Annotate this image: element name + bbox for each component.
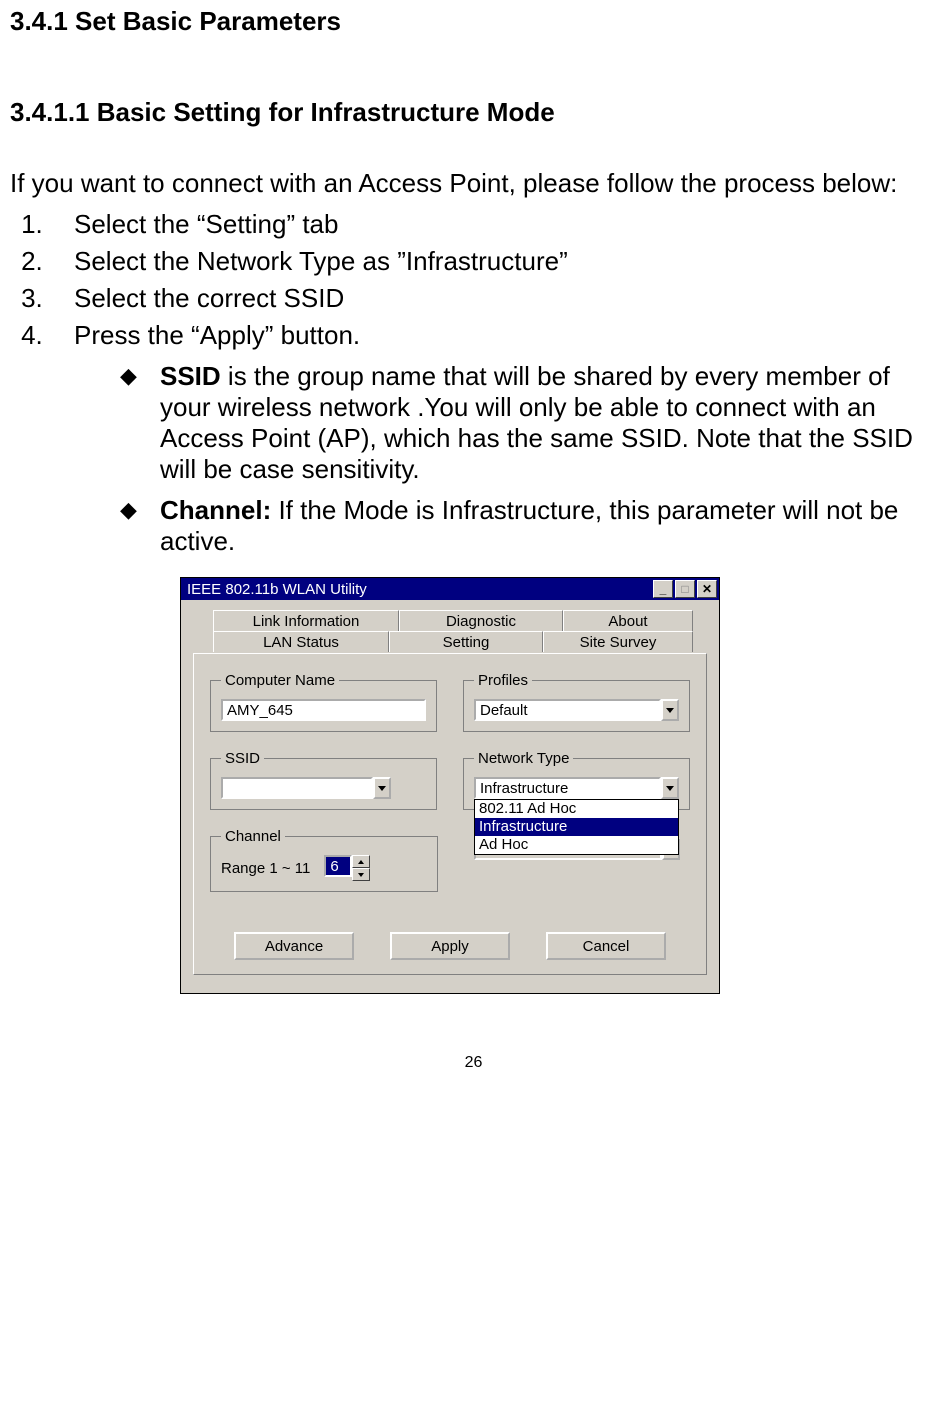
spinner-up-button[interactable] [352,855,370,868]
steps-list: Select the “Setting” tab Select the Netw… [50,209,937,351]
tab-diagnostic[interactable]: Diagnostic [399,610,563,631]
spinner-down-button[interactable] [352,868,370,881]
group-legend: Computer Name [221,672,339,689]
dropdown-option[interactable]: Infrastructure [475,818,678,836]
dropdown-button[interactable] [661,777,679,799]
tab-about[interactable]: About [563,610,693,631]
step-item: Select the correct SSID [50,283,937,314]
chevron-up-icon [358,860,364,864]
chevron-down-icon [378,786,386,791]
chevron-down-icon [666,708,674,713]
channel-spinner[interactable]: 6 [324,855,370,881]
group-legend: Profiles [474,672,532,689]
bullet-text: If the Mode is Infrastructure, this para… [160,495,898,556]
subsection-heading: 3.4.1.1 Basic Setting for Infrastructure… [10,97,937,128]
window-title: IEEE 802.11b WLAN Utility [183,581,651,598]
bullet-label: Channel: [160,495,271,525]
group-legend: Network Type [474,750,573,767]
chevron-down-icon [666,786,674,791]
wlan-utility-window: IEEE 802.11b WLAN Utility _ □ ✕ Link Inf… [180,577,720,994]
network-type-select[interactable]: Infrastructure [474,777,661,799]
close-button[interactable]: ✕ [697,580,717,598]
dropdown-button[interactable] [373,777,391,799]
dropdown-button[interactable] [661,699,679,721]
bullet-text: is the group name that will be shared by… [160,361,913,484]
channel-range-label: Range 1 ~ 11 [221,860,310,877]
bullet-label: SSID [160,361,221,391]
titlebar[interactable]: IEEE 802.11b WLAN Utility _ □ ✕ [181,578,719,600]
bullet-channel: Channel: If the Mode is Infrastructure, … [120,495,937,557]
tab-setting[interactable]: Setting [389,631,543,652]
minimize-button[interactable]: _ [653,580,673,598]
tab-site-survey[interactable]: Site Survey [543,631,693,652]
intro-paragraph: If you want to connect with an Access Po… [10,168,937,199]
group-legend: Channel [221,828,285,845]
tab-lan-status[interactable]: LAN Status [213,631,389,652]
maximize-button[interactable]: □ [675,580,695,598]
profiles-select[interactable]: Default [474,699,661,721]
bullet-list: SSID is the group name that will be shar… [120,361,937,557]
ssid-select[interactable] [221,777,373,799]
step-item: Select the Network Type as ”Infrastructu… [50,246,937,277]
step-item: Select the “Setting” tab [50,209,937,240]
channel-value[interactable]: 6 [324,855,352,877]
dropdown-option[interactable]: Ad Hoc [475,836,678,854]
tab-link-information[interactable]: Link Information [213,610,399,631]
group-channel: Channel Range 1 ~ 11 6 [210,828,438,892]
tab-strip: Link Information Diagnostic About LAN St… [193,610,707,654]
group-profiles: Profiles Default [463,672,690,732]
computer-name-input[interactable]: AMY_645 [221,699,426,721]
bullet-ssid: SSID is the group name that will be shar… [120,361,937,485]
advance-button[interactable]: Advance [234,932,354,960]
tab-panel-setting: Computer Name AMY_645 Profiles Default [193,653,707,975]
group-computer-name: Computer Name AMY_645 [210,672,437,732]
chevron-down-icon [358,873,364,877]
group-network-type: Network Type Infrastructure 802.11 Ad Ho… [463,750,690,810]
group-legend: SSID [221,750,264,767]
page-number: 26 [10,1054,937,1072]
section-heading: 3.4.1 Set Basic Parameters [10,6,937,37]
step-item: Press the “Apply” button. [50,320,937,351]
dropdown-option[interactable]: 802.11 Ad Hoc [475,800,678,818]
network-type-dropdown-list[interactable]: 802.11 Ad Hoc Infrastructure Ad Hoc [474,799,679,855]
cancel-button[interactable]: Cancel [546,932,666,960]
apply-button[interactable]: Apply [390,932,510,960]
group-ssid: SSID [210,750,437,810]
